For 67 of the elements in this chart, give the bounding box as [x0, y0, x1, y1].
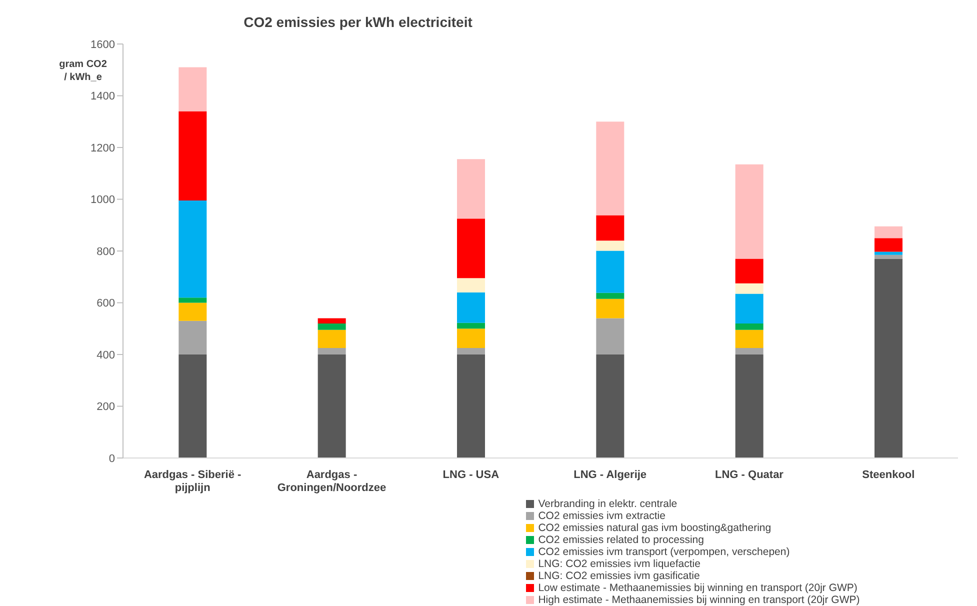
legend-label: Verbranding in elektr. centrale — [538, 498, 678, 510]
bar — [178, 111, 207, 201]
bar — [178, 302, 207, 321]
bar — [735, 283, 764, 294]
y-tick-label: 1200 — [90, 142, 115, 154]
bar — [596, 122, 624, 216]
x-tick-label: Aardgas - Groningen/Noordzee — [277, 469, 386, 494]
legend-label: CO2 emissies related to processing — [538, 534, 704, 546]
y-tick-label: 600 — [96, 298, 115, 310]
bar — [457, 322, 485, 329]
bar — [457, 354, 485, 458]
bar — [318, 354, 346, 458]
chart-title: CO2 emissies per kWh electriciteit — [242, 14, 474, 30]
bar — [874, 238, 902, 252]
bar — [735, 323, 764, 330]
bar — [735, 258, 764, 284]
bar — [735, 348, 764, 354]
x-tick-label: Aardgas - Siberië - pijplijn — [144, 469, 242, 494]
legend-label: CO2 emissies ivm transport (verpompen, verschepen) — [538, 546, 790, 558]
bar — [178, 320, 207, 354]
x-tick-label: LNG - USA — [442, 469, 500, 481]
bar — [735, 294, 764, 324]
bar — [596, 250, 624, 293]
legend-label: CO2 emissies natural gas ivm boosting&gathering — [538, 522, 772, 534]
y-tick-label: 0 — [108, 452, 115, 465]
bar — [457, 328, 485, 348]
bar — [874, 254, 902, 259]
bar — [457, 278, 485, 292]
bar — [596, 215, 624, 241]
legend-label: CO2 emissies ivm extractie — [538, 510, 666, 522]
y-axis-title: gram CO2 / kWh_e — [58, 58, 108, 84]
y-tick-label: 1600 — [90, 38, 115, 51]
bar — [318, 318, 346, 324]
legend-label: High estimate - Methaanemissies bij winning en transport (20jr GWP) — [538, 594, 860, 606]
legend-label: Low estimate - Methaanemissies bij winning en transport (20jr GWP) — [538, 582, 858, 594]
bar — [457, 292, 485, 323]
x-tick-label: Steenkool — [862, 469, 915, 481]
bar — [874, 226, 902, 238]
bar — [596, 318, 624, 354]
bar — [318, 330, 346, 348]
bar — [735, 354, 764, 458]
x-tick-label: LNG - Quatar — [715, 469, 784, 481]
bar — [457, 218, 485, 278]
bar — [178, 298, 207, 303]
bar — [596, 240, 624, 251]
bar — [874, 252, 902, 255]
y-tick-label: 800 — [96, 246, 115, 258]
legend-label: LNG: CO2 emissies ivm gasificatie — [538, 570, 700, 582]
bar — [596, 292, 624, 299]
legend-label: LNG: CO2 emissies ivm liquefactie — [538, 558, 700, 570]
y-tick-label: 200 — [96, 401, 115, 414]
bar — [178, 200, 207, 298]
x-tick-label: LNG - Algerije — [574, 469, 647, 481]
bar — [874, 258, 902, 458]
bar — [178, 67, 207, 112]
bar — [735, 330, 764, 348]
bar — [735, 164, 764, 259]
bar — [457, 159, 485, 219]
y-tick-label: 1000 — [90, 194, 115, 206]
bar — [318, 348, 346, 354]
bar — [596, 298, 624, 318]
bar — [457, 348, 485, 354]
bar — [318, 323, 346, 330]
y-tick-label: 400 — [96, 349, 115, 362]
y-tick-label: 1400 — [90, 90, 115, 103]
bar — [596, 354, 624, 458]
bar — [178, 354, 207, 458]
